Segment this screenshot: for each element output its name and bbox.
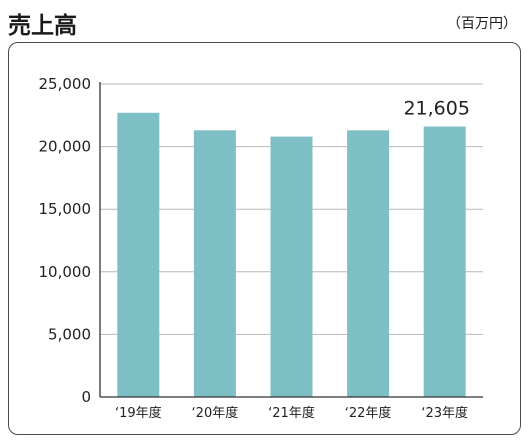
bar-2 — [193, 130, 236, 397]
data-label: 21,605 — [403, 98, 469, 120]
bar-1 — [117, 112, 160, 398]
chart-title: 売上高 — [8, 13, 77, 39]
x-tick-label: ‘22年度 — [345, 405, 392, 421]
x-tick-label: ‘21年度 — [268, 405, 315, 421]
unit-label: （百万円） — [447, 16, 517, 32]
y-tick-label: 25,000 — [39, 75, 92, 93]
bar-3 — [270, 136, 313, 398]
x-tick-label: ‘19年度 — [115, 405, 162, 421]
y-tick-label: 10,000 — [39, 263, 92, 281]
y-tick-label: 15,000 — [39, 200, 92, 218]
x-tick-label: ‘20年度 — [192, 405, 239, 421]
x-tick-label: ‘23年度 — [421, 405, 468, 421]
y-tick-label: 20,000 — [39, 138, 92, 156]
bar-4 — [347, 130, 390, 397]
bar-5 — [423, 126, 466, 397]
y-tick-label: 5,000 — [48, 325, 91, 343]
y-tick-label: 0 — [81, 388, 91, 406]
